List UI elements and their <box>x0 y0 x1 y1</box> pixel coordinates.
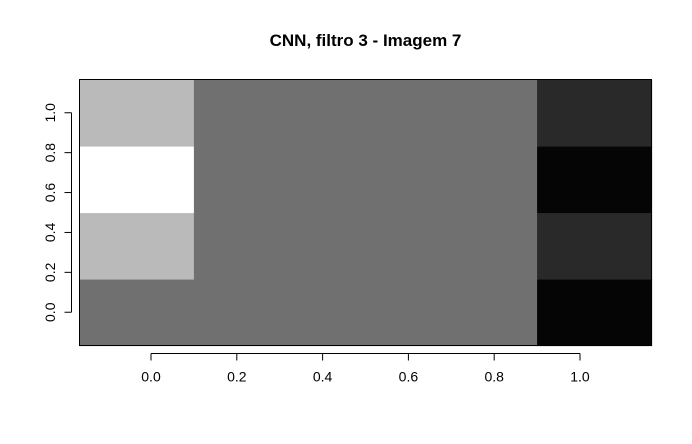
y-tick-label: 0.2 <box>42 262 58 282</box>
heatmap-cell-r2-c4 <box>451 146 538 214</box>
x-tick-label: 0.2 <box>227 369 247 385</box>
heatmap-cell-r3-c5 <box>537 79 653 147</box>
heatmap-cell-r2-c3 <box>365 146 452 214</box>
heatmap-cell-r3-c1 <box>193 79 281 147</box>
heatmap-cell-r0-c3 <box>365 279 452 347</box>
heatmap-cell-r1-c2 <box>279 212 367 280</box>
heatmap-cell-r0-c5 <box>537 279 653 347</box>
y-axis: 0.0 0.2 0.4 0.6 0.8 1.0 <box>42 103 72 322</box>
heatmap-cell-r3-c2 <box>279 79 367 147</box>
heatmap-cell-r0-c4 <box>451 279 538 347</box>
x-tick-label: 0.4 <box>313 369 333 385</box>
y-tick-label: 0.4 <box>42 223 58 243</box>
heatmap-cell-r1-c4 <box>451 212 538 280</box>
heatmap-cell-r0-c2 <box>279 279 367 347</box>
heatmap-cells <box>79 79 653 347</box>
heatmap-cell-r0-c0 <box>79 279 195 347</box>
heatmap-cell-r2-c5 <box>537 146 653 214</box>
heatmap-cell-r1-c3 <box>365 212 452 280</box>
heatmap-cell-r2-c2 <box>279 146 367 214</box>
y-tick-label: 0.8 <box>42 143 58 163</box>
x-tick-label: 0.8 <box>484 369 504 385</box>
plot-frame <box>79 79 652 346</box>
y-tick-label: 0.6 <box>42 183 58 203</box>
x-tick-label: 1.0 <box>570 369 590 385</box>
x-tick-label: 0.6 <box>399 369 419 385</box>
heatmap-cell-r2-c1 <box>193 146 281 214</box>
heatmap-cell-r3-c3 <box>365 79 452 147</box>
chart-title: CNN, filtro 3 - Imagem 7 <box>270 31 462 50</box>
x-axis: 0.0 0.2 0.4 0.6 0.8 1.0 <box>141 353 590 385</box>
heatmap-cell-r1-c1 <box>193 212 281 280</box>
heatmap-cell-r0-c1 <box>193 279 281 347</box>
x-tick-label: 0.0 <box>141 369 161 385</box>
heatmap-cell-r1-c5 <box>537 212 653 280</box>
heatmap-cell-r1-c0 <box>79 212 195 280</box>
heatmap-cell-r3-c4 <box>451 79 538 147</box>
heatmap-cell-r2-c0 <box>79 146 195 214</box>
y-tick-label: 1.0 <box>42 103 58 123</box>
heatmap-cell-r3-c0 <box>79 79 195 147</box>
y-tick-label: 0.0 <box>42 302 58 322</box>
